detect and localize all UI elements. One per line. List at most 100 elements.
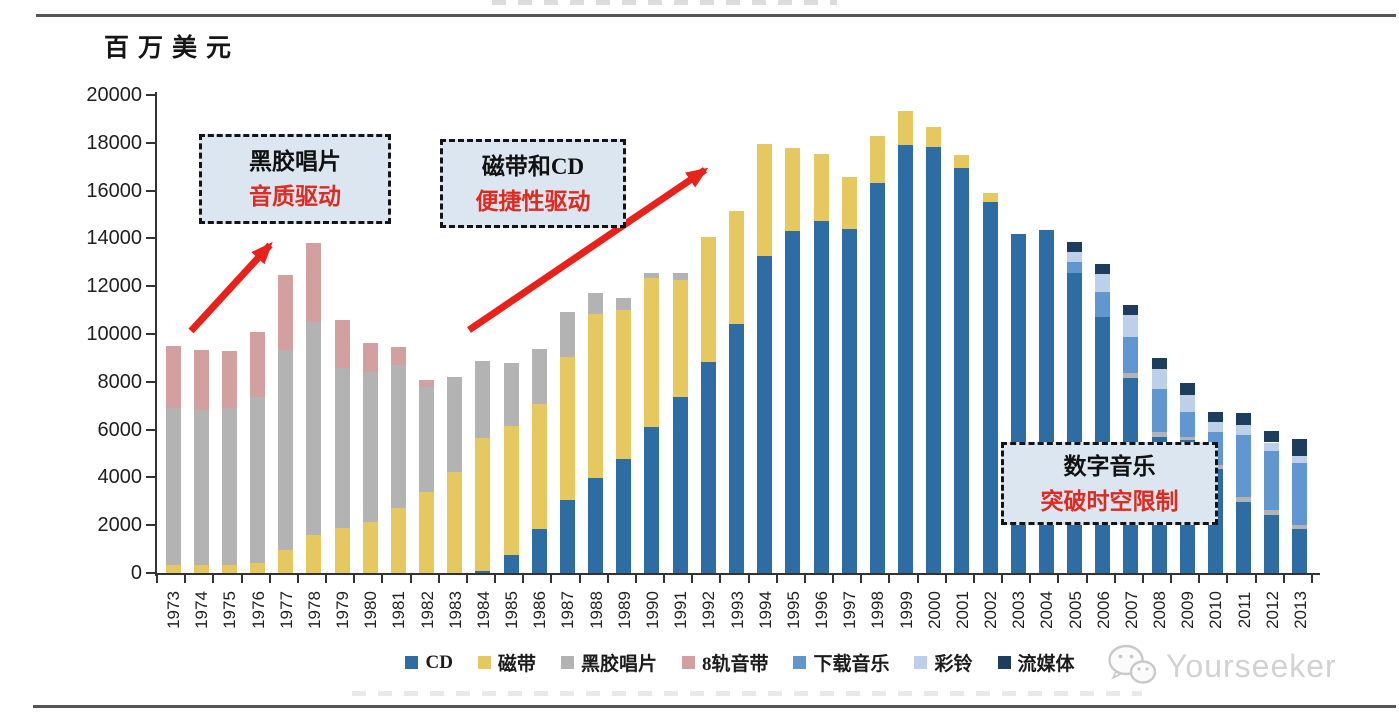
x-axis-label: 1999 (896, 591, 916, 629)
x-axis-label: 1976 (248, 591, 268, 629)
legend-label: 彩铃 (934, 654, 973, 675)
bar-segment (1151, 358, 1167, 370)
legend-item: 流媒体 (997, 649, 1075, 676)
bar-segment (1264, 430, 1280, 443)
y-axis-label: 4000 (97, 466, 143, 489)
y-tick (146, 189, 155, 192)
x-axis-label: 1985 (502, 591, 522, 629)
y-tick (146, 428, 155, 431)
x-tick (156, 575, 158, 583)
bar-segment (193, 349, 209, 411)
x-tick (1254, 575, 1257, 583)
bar-segment (559, 500, 575, 573)
legend-label: 黑胶唱片 (580, 654, 657, 675)
y-tick (146, 524, 155, 527)
x-axis-label: 2013 (1290, 591, 1310, 629)
bar-segment (362, 522, 378, 573)
x-tick (409, 575, 412, 583)
x-axis-label: 1979 (333, 591, 353, 629)
clipped-caption-top (492, 0, 837, 5)
bar-segment (785, 231, 801, 573)
bar-segment (1236, 435, 1252, 497)
x-axis-label: 1990 (642, 591, 662, 629)
clipped-caption-bottom (352, 691, 1142, 696)
x-tick (888, 575, 891, 583)
bar-segment (841, 177, 857, 230)
x-axis-label: 1986 (530, 591, 550, 629)
bar-segment (898, 110, 914, 146)
x-axis-label: 1974 (192, 591, 212, 629)
bar-segment (926, 147, 942, 573)
bar-segment (588, 293, 604, 315)
bar-segment (1292, 529, 1308, 573)
x-tick (212, 575, 215, 583)
y-tick (146, 333, 155, 335)
x-tick (972, 575, 975, 583)
legend-swatch-icon (681, 656, 695, 669)
x-tick (719, 575, 722, 583)
bar-segment (221, 350, 237, 409)
annotation-subtitle: 突破时空限制 (1040, 488, 1179, 514)
bar-segment (334, 528, 350, 573)
bar-segment (1179, 411, 1195, 437)
bar-segment (250, 397, 266, 563)
x-axis-label: 1980 (361, 591, 381, 629)
bar-segment (278, 550, 294, 573)
bar-segment (1236, 501, 1252, 573)
bar-segment (1207, 421, 1223, 432)
bar-segment (1123, 373, 1139, 379)
bar-segment (1292, 462, 1308, 525)
x-axis-label: 2009 (1178, 591, 1198, 629)
y-tick (146, 285, 155, 288)
x-axis-label: 2001 (952, 591, 972, 629)
bar-segment (503, 426, 519, 556)
bar-segment (869, 135, 885, 184)
bar-segment (954, 168, 970, 573)
bar-segment (250, 332, 266, 398)
annotation-title: 数字音乐 (1063, 453, 1156, 479)
bar-segment (559, 312, 575, 358)
bar-segment (644, 278, 660, 428)
legend-swatch-icon (477, 656, 491, 669)
bar-segment (1207, 411, 1223, 422)
bar-segment (1123, 304, 1139, 316)
bar-segment (813, 221, 829, 573)
bar-segment (419, 387, 435, 492)
bar-segment (1179, 383, 1195, 396)
bar-segment (616, 459, 632, 573)
bar-segment (1095, 292, 1111, 318)
bar-segment (588, 478, 604, 573)
bar-segment (390, 347, 406, 366)
annotation-subtitle: 便捷性驱动 (475, 188, 591, 214)
bar-segment (1095, 264, 1111, 275)
x-tick (606, 575, 609, 583)
x-tick (240, 575, 243, 583)
bar-segment (390, 507, 406, 573)
x-tick (1198, 575, 1201, 583)
bar-segment (1067, 273, 1083, 573)
x-tick (747, 575, 750, 583)
bar-segment (700, 237, 716, 363)
bar-segment (644, 427, 660, 573)
x-axis-label: 2010 (1206, 591, 1226, 629)
bar-segment (700, 362, 716, 573)
bar-segment (1236, 413, 1252, 426)
x-tick (803, 575, 806, 583)
bar-segment (221, 408, 237, 565)
bar-segment (757, 143, 773, 257)
x-axis-line (155, 573, 1320, 575)
legend-label: 磁带 (497, 654, 536, 675)
bar-segment (869, 183, 885, 573)
bar-segment (813, 153, 829, 222)
bar-segment (1292, 456, 1308, 463)
y-axis-label: 0 (130, 562, 142, 584)
legend-item: 黑胶唱片 (560, 649, 657, 676)
x-tick (1085, 575, 1088, 583)
bottom-divider (33, 705, 1396, 708)
bar-segment (447, 377, 463, 473)
y-tick (146, 572, 155, 574)
bar-segment (1236, 425, 1252, 436)
x-tick (184, 575, 187, 583)
annotation-box-cassette-cd: 磁带和CD 便捷性驱动 (440, 139, 626, 228)
